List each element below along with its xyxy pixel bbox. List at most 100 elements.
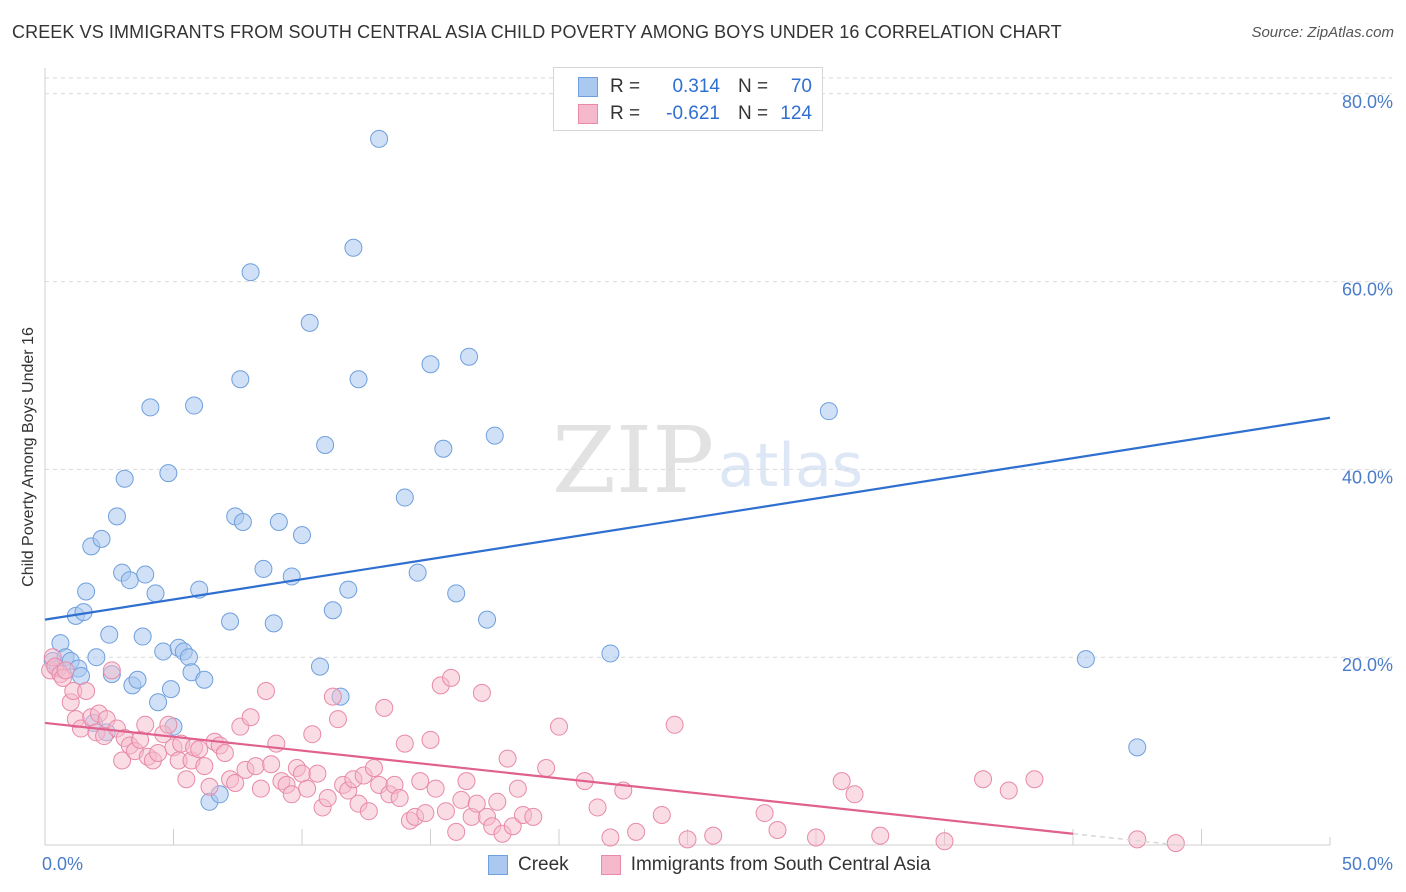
creek-point xyxy=(269,512,288,531)
creek-point xyxy=(421,355,440,374)
creek-point xyxy=(141,398,160,417)
immigrants-point xyxy=(1166,834,1185,853)
immigrants-point xyxy=(226,774,245,793)
creek-point xyxy=(1076,650,1095,669)
immigrants-point xyxy=(550,717,568,736)
y-tick-label: 20.0% xyxy=(1342,655,1393,675)
immigrants-point xyxy=(177,770,196,789)
creek-point xyxy=(120,571,139,590)
immigrants-point xyxy=(768,820,787,839)
immigrants-point xyxy=(390,789,409,808)
legend-item-immigrants: Immigrants from South Central Asia xyxy=(600,854,931,876)
creek-point xyxy=(434,439,453,458)
creek-point xyxy=(478,610,497,629)
creek-point xyxy=(310,657,329,676)
immigrants-point xyxy=(395,734,414,753)
immigrants-point xyxy=(871,826,890,845)
creek-point xyxy=(485,426,504,445)
x-tick-label: 50.0% xyxy=(1342,854,1393,874)
creek-point xyxy=(1128,738,1147,757)
legend-label-creek: Creek xyxy=(518,854,569,875)
immigrants-point xyxy=(457,772,476,791)
immigrants-point xyxy=(537,759,556,777)
immigrants-point xyxy=(503,817,522,836)
immigrants-point xyxy=(436,802,455,821)
immigrants-swatch xyxy=(578,104,598,124)
immigrants-point xyxy=(323,687,342,706)
immigrants-point xyxy=(303,725,322,744)
creek-point xyxy=(408,563,427,582)
immigrants-point xyxy=(359,802,378,821)
creek-point xyxy=(395,488,414,507)
immigrants-point xyxy=(328,710,347,729)
y-tick-label: 60.0% xyxy=(1342,280,1393,300)
immigrants-point xyxy=(113,751,132,770)
immigrants-point xyxy=(411,772,430,791)
creek-trend-line xyxy=(44,416,1331,621)
creek-point xyxy=(71,666,90,685)
n-label: N = xyxy=(738,76,769,97)
immigrants-point xyxy=(200,777,219,796)
y-tick-label: 40.0% xyxy=(1342,467,1393,487)
immigrants-point xyxy=(318,789,337,808)
creek-point xyxy=(819,402,838,421)
immigrants-point xyxy=(426,779,445,798)
immigrants-point xyxy=(845,785,864,804)
creek-point xyxy=(87,648,106,667)
legend-item-creek: Creek xyxy=(488,854,569,876)
immigrants-point xyxy=(452,790,471,809)
legend-label-immigrants: Immigrants from South Central Asia xyxy=(630,854,931,875)
immigrants-point xyxy=(136,715,155,734)
n-label: N = xyxy=(738,103,769,124)
creek-point xyxy=(264,614,283,633)
creek-point xyxy=(370,129,389,148)
immigrants-point xyxy=(102,661,121,680)
creek-point xyxy=(460,347,479,366)
creek-point xyxy=(133,627,152,646)
immigrants-point xyxy=(588,798,607,817)
creek-point xyxy=(349,370,368,389)
legend-row-immigrants: R = -0.621 N = 124 xyxy=(578,101,812,127)
creek-point xyxy=(323,601,342,620)
immigrants-point xyxy=(1025,770,1044,789)
immigrants-point xyxy=(421,730,440,749)
immigrants-point xyxy=(282,785,301,804)
immigrants-point xyxy=(298,779,317,798)
grid xyxy=(45,77,1392,658)
creek-point xyxy=(77,582,96,601)
creek-point xyxy=(601,644,620,663)
immigrants-point xyxy=(974,770,993,789)
creek-point xyxy=(115,469,134,488)
creek-point xyxy=(221,612,240,631)
tick-labels: 20.0% 40.0% 60.0% 80.0% 0.0% 50.0% xyxy=(42,92,1393,874)
creek-point xyxy=(128,670,147,689)
source-label: Source: ZipAtlas.com xyxy=(1251,24,1394,41)
immigrants-swatch xyxy=(600,855,621,875)
creek-point xyxy=(339,580,358,599)
immigrants-point xyxy=(524,807,543,826)
trend-lines xyxy=(44,416,1331,847)
y-tick-label: 80.0% xyxy=(1342,92,1393,112)
immigrants-point xyxy=(241,708,260,727)
correlation-legend: R = 0.314 N = 70 R = -0.621 N = 124 xyxy=(553,67,823,131)
immigrants-point xyxy=(364,759,383,777)
creek-point xyxy=(185,396,204,415)
immigrants-trend-extension xyxy=(1072,832,1189,847)
watermark-atlas: atlas xyxy=(718,431,863,501)
immigrants-point xyxy=(262,755,281,774)
immigrants-point xyxy=(627,822,646,841)
creek-point xyxy=(300,313,319,332)
y-axis-label: Child Poverty Among Boys Under 16 xyxy=(20,327,37,587)
watermark: ZIP atlas xyxy=(552,407,863,514)
immigrants-point xyxy=(832,772,851,791)
immigrants-point xyxy=(375,698,394,717)
immigrants-point xyxy=(472,683,491,702)
immigrants-point xyxy=(601,828,620,847)
immigrants-point xyxy=(665,715,684,734)
series-legend: Creek Immigrants from South Central Asia xyxy=(488,852,963,878)
immigrants-point xyxy=(293,764,311,783)
immigrants-point xyxy=(251,779,270,798)
immigrants-point xyxy=(807,828,825,847)
immigrants-point xyxy=(246,757,265,776)
immigrants-point xyxy=(652,805,671,824)
